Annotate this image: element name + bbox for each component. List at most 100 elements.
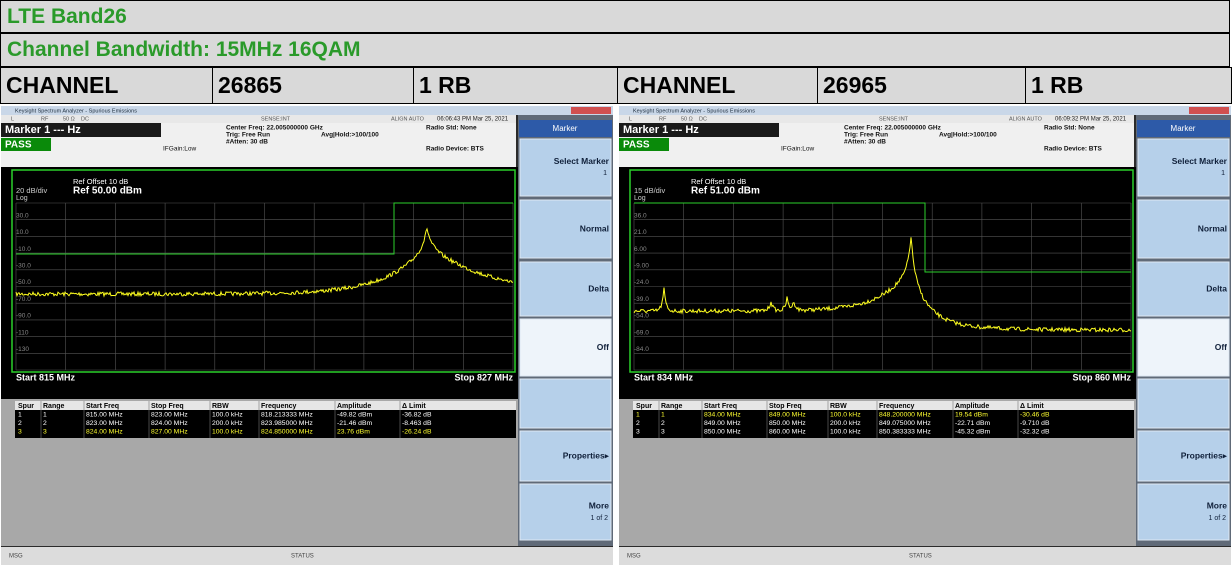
y-label: 10.0 — [16, 229, 29, 236]
band-title: LTE Band26 — [0, 0, 1230, 33]
table-cell: 850.00 MHz — [704, 428, 741, 435]
table-header: Start Freq — [704, 403, 737, 410]
y-label: 6.00 — [634, 246, 647, 253]
softkey-value: 1 — [1221, 170, 1225, 177]
softkey[interactable] — [519, 261, 612, 317]
softkey[interactable] — [519, 138, 612, 197]
table-cell: 23.76 dBm — [337, 428, 370, 435]
table-cell: 834.00 MHz — [704, 411, 741, 418]
softkey-label: Delta — [588, 283, 609, 293]
softkey[interactable] — [1137, 261, 1230, 317]
table-header: Amplitude — [955, 403, 989, 410]
table-header: Range — [43, 403, 65, 410]
table-cell: 1 — [636, 411, 640, 418]
radio-std: Radio Std: None — [426, 125, 477, 132]
softkey[interactable] — [1137, 318, 1230, 377]
table-header-bg — [15, 401, 516, 410]
table-cell: 100.0 kHz — [830, 428, 861, 435]
radio-std: Radio Std: None — [1044, 125, 1095, 132]
scale: 15 dB/div — [634, 186, 666, 195]
window-controls — [1189, 107, 1229, 114]
table-cell: -26.24 dB — [402, 428, 432, 435]
radio-device: Radio Device: BTS — [426, 146, 484, 153]
softkey[interactable] — [519, 483, 612, 541]
softkey-label: Normal — [1198, 223, 1227, 233]
table-header: Amplitude — [337, 403, 371, 410]
softkey[interactable] — [519, 430, 612, 482]
ifgain: IFGain:Low — [163, 146, 197, 153]
channel-label: CHANNEL — [0, 67, 213, 104]
setting: Trig: Free Run — [226, 132, 270, 139]
softkey-title-bg — [1137, 120, 1230, 137]
toolbar-item: SENSE:INT — [261, 116, 291, 122]
table-cell: -30.46 dB — [1020, 411, 1050, 418]
table-header: Start Freq — [86, 403, 119, 410]
y-label: 21.0 — [634, 229, 647, 236]
table-header-bg — [633, 401, 1134, 410]
table-cell: 849.00 MHz — [769, 411, 806, 418]
ref-level: Ref 51.00 dBm — [691, 186, 760, 197]
stop-freq: Stop 860 MHz — [1072, 372, 1131, 382]
softkey-label: Delta — [1206, 283, 1227, 293]
marker-readout: Marker 1 --- Hz — [5, 124, 81, 136]
limit-line — [634, 202, 1131, 273]
setting: Trig: Free Run — [844, 132, 888, 139]
softkey-label: Properties▸ — [563, 450, 610, 460]
table-header: Δ Limit — [402, 403, 426, 410]
table-cell: 824.00 MHz — [151, 420, 188, 427]
table-cell: -22.71 dBm — [955, 420, 990, 427]
toolbar-item: ALIGN AUTO — [391, 116, 425, 122]
y-label: -39.0 — [634, 296, 649, 303]
softkey-label: Normal — [580, 223, 609, 233]
toolbar-item: 50 Ω — [63, 116, 75, 122]
y-label: -24.0 — [634, 279, 649, 286]
toolbar-item: SENSE:INT — [879, 116, 909, 122]
softkey-label: Properties▸ — [1181, 450, 1228, 460]
table-cell: 2 — [636, 420, 640, 427]
plot-area — [619, 167, 1136, 399]
trace — [15, 227, 513, 298]
softkey[interactable] — [1137, 199, 1230, 259]
softkey[interactable] — [1137, 430, 1230, 482]
status-bar — [1, 547, 613, 565]
softkey-label: Select Marker — [554, 156, 610, 166]
title-bar — [1, 106, 613, 115]
softkey-value: 1 — [603, 170, 607, 177]
table-cell: 824.850000 MHz — [261, 428, 313, 435]
softkey-title-bg — [519, 120, 612, 137]
ifgain: IFGain:Low — [781, 146, 815, 153]
marker-bar — [1, 123, 161, 137]
softkey[interactable] — [519, 199, 612, 259]
table-cell: 2 — [18, 420, 22, 427]
table-cell: 200.0 kHz — [212, 420, 243, 427]
toolbar-item: DC — [699, 116, 707, 122]
marker-readout: Marker 1 --- Hz — [623, 124, 699, 136]
table-cell: 1 — [43, 411, 47, 418]
avg-hold: Avg|Hold:>100/100 — [939, 132, 997, 139]
table-cell: 849.00 MHz — [704, 420, 741, 427]
analyzer-screen: Keysight Spectrum Analyzer - Spurious Em… — [1, 106, 613, 565]
channel-label: CHANNEL — [617, 67, 818, 104]
table-cell: -9.710 dB — [1020, 420, 1050, 427]
start-freq: Start 834 MHz — [634, 372, 694, 382]
bandwidth-title: Channel Bandwidth: 15MHz 16QAM — [0, 33, 1230, 67]
setting: #Atten: 30 dB — [226, 139, 268, 146]
table-cell: -21.46 dBm — [337, 420, 372, 427]
msg-label: MSG — [627, 554, 641, 560]
softkey-label: Select Marker — [1172, 156, 1228, 166]
table-cell: 850.383333 MHz — [879, 428, 931, 435]
toolbar-item: 50 Ω — [681, 116, 693, 122]
softkey[interactable] — [1137, 138, 1230, 197]
y-label: -69.0 — [634, 329, 649, 336]
setting: Center Freq: 22.005000000 GHz — [844, 125, 942, 132]
softkey-page: 1 of 2 — [1208, 515, 1226, 522]
softkey[interactable] — [1137, 483, 1230, 541]
softkey — [1137, 378, 1230, 429]
softkey[interactable] — [519, 318, 612, 377]
table-cell: 815.00 MHz — [86, 411, 123, 418]
y-label: -70.0 — [16, 296, 31, 303]
table-cell: -32.32 dB — [1020, 428, 1050, 435]
table-cell: 2 — [43, 420, 47, 427]
window-title: Keysight Spectrum Analyzer - Spurious Em… — [15, 108, 137, 114]
softkey — [519, 378, 612, 429]
